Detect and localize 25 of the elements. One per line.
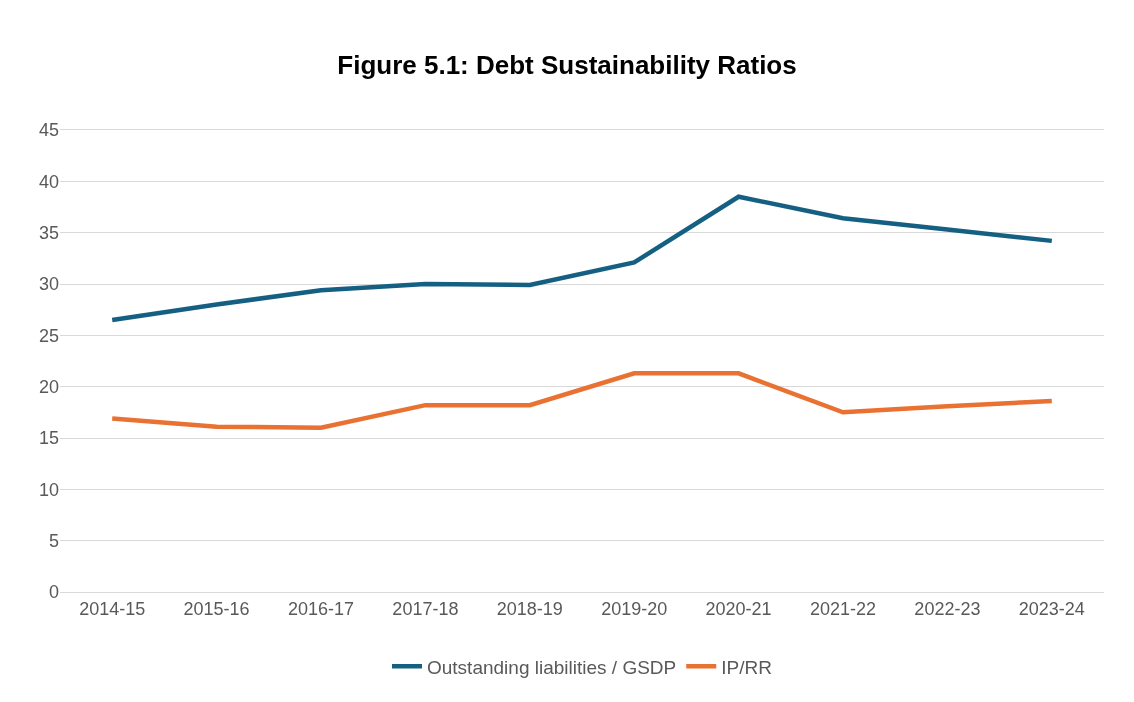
line-series [109, 371, 1055, 430]
x-tick-label: 2023-24 [1018, 598, 1085, 619]
y-tick-label: 35 [38, 222, 59, 243]
x-tick-label: 2019-20 [601, 598, 668, 619]
y-tick-label: 10 [38, 479, 59, 500]
x-tick-label: 2021-22 [809, 598, 877, 619]
y-tick-label: 45 [38, 120, 59, 141]
y-tick-label: 0 [48, 582, 59, 603]
line-series [109, 194, 1055, 323]
x-tick-label: 2022-23 [914, 598, 981, 619]
y-tick-label: 40 [38, 171, 59, 192]
x-tick-label: 2017-18 [392, 598, 459, 619]
x-tick-label: 2015-16 [183, 598, 250, 619]
x-tick-label: 2016-17 [287, 598, 355, 619]
y-tick-label: 25 [38, 325, 59, 346]
chart-title: Figure 5.1: Debt Sustainability Ratios [337, 50, 797, 81]
legend-label: Outstanding liabilities / GSDP [427, 656, 677, 678]
y-tick-label: 15 [38, 428, 59, 449]
x-tick-label: 2020-21 [705, 598, 772, 619]
x-tick-label: 2014-15 [79, 598, 146, 619]
y-tick-label: 30 [38, 274, 59, 295]
x-tick-label: 2018-19 [496, 598, 563, 619]
y-tick-label: 20 [38, 376, 59, 397]
legend-label: IP/RR [721, 656, 772, 678]
y-tick-label: 5 [48, 530, 59, 551]
